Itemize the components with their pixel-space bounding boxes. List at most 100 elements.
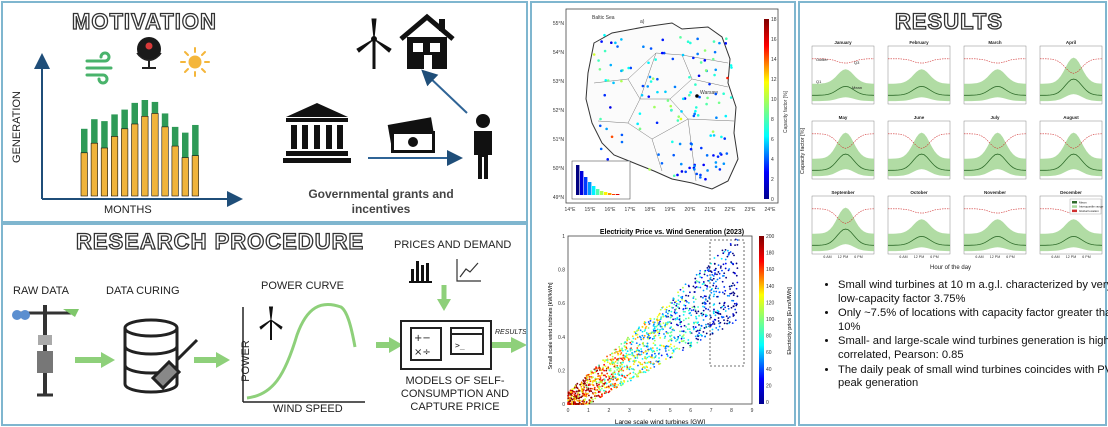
scatter-point bbox=[702, 289, 705, 292]
scatter-point bbox=[634, 338, 637, 340]
grants-label: Governmental grants and incentives bbox=[308, 187, 454, 216]
scatter-point bbox=[616, 386, 618, 389]
scatter-point bbox=[661, 328, 664, 331]
scatter-point bbox=[575, 386, 578, 389]
scatter-point bbox=[698, 281, 701, 284]
scatter-point bbox=[598, 367, 600, 370]
scatter-point bbox=[637, 327, 640, 330]
scatter-point bbox=[577, 392, 580, 394]
scatter-point bbox=[589, 401, 592, 404]
scatter-point bbox=[669, 335, 672, 338]
wind-icon bbox=[85, 51, 113, 85]
month-title: December bbox=[1060, 190, 1082, 195]
map-dot bbox=[681, 53, 685, 57]
scatter-point bbox=[682, 308, 685, 311]
scatter-point bbox=[633, 368, 636, 371]
scatter-point bbox=[591, 376, 593, 379]
scatter-point bbox=[664, 323, 667, 326]
scatter-point bbox=[710, 262, 712, 265]
map-lon-tick: 20°E bbox=[685, 207, 697, 213]
month-title: July bbox=[990, 115, 1000, 120]
map-dot bbox=[661, 38, 665, 42]
map-dot bbox=[699, 173, 702, 177]
scatter-point bbox=[695, 273, 698, 276]
scatter-point bbox=[601, 395, 603, 397]
scatter-point bbox=[711, 332, 714, 335]
scatter-y-tick: 0.2 bbox=[558, 368, 565, 374]
map-dot bbox=[638, 127, 642, 131]
scatter-point bbox=[610, 377, 613, 380]
scatter-point bbox=[667, 345, 670, 348]
map-dot bbox=[688, 75, 691, 79]
map-dot bbox=[705, 154, 709, 157]
scatter-point bbox=[684, 283, 687, 286]
scatter-point bbox=[644, 371, 647, 374]
scatter-point bbox=[657, 353, 660, 355]
scatter-point bbox=[700, 295, 702, 298]
map-dot bbox=[693, 168, 696, 171]
scatter-point bbox=[658, 312, 661, 315]
scatter-point bbox=[732, 305, 735, 308]
map-dot bbox=[638, 112, 642, 115]
scatter-point bbox=[594, 380, 597, 382]
scatter-point bbox=[653, 335, 655, 338]
results-arrow-label: RESULTS bbox=[495, 329, 527, 336]
scatter-point bbox=[665, 358, 667, 360]
bar-wind bbox=[141, 100, 149, 117]
scatter-point bbox=[614, 376, 617, 379]
map-dot bbox=[705, 102, 708, 106]
scatter-point bbox=[721, 280, 724, 283]
scatter-point bbox=[713, 308, 715, 311]
map-dot bbox=[709, 134, 712, 137]
scatter-point bbox=[688, 285, 690, 288]
scatter-point bbox=[606, 355, 608, 358]
map-dot bbox=[649, 80, 653, 83]
scatter-point bbox=[605, 375, 608, 378]
scatter-point bbox=[607, 379, 609, 381]
scatter-point bbox=[658, 357, 660, 359]
scatter-point bbox=[679, 330, 681, 333]
scatter-point bbox=[599, 377, 602, 379]
scatter-point bbox=[660, 344, 663, 347]
sun-icon bbox=[180, 47, 210, 77]
scatter-point bbox=[620, 361, 623, 364]
scatter-point bbox=[595, 383, 598, 385]
scatter-point bbox=[587, 373, 590, 376]
scatter-point bbox=[658, 330, 661, 333]
scatter-point bbox=[573, 398, 576, 401]
results-title: RESULTS bbox=[894, 8, 1004, 34]
scatter-point bbox=[666, 353, 668, 356]
scatter-point bbox=[697, 306, 699, 308]
scatter-point bbox=[629, 341, 632, 344]
scatter-point bbox=[574, 392, 577, 395]
scatter-point bbox=[717, 310, 720, 313]
scatter-point bbox=[604, 359, 607, 362]
scatter-point bbox=[730, 292, 733, 295]
power-curve-chart bbox=[242, 302, 365, 403]
generation-label: GENERATION bbox=[10, 91, 23, 163]
scatter-point bbox=[707, 268, 710, 271]
scatter-point bbox=[707, 323, 709, 325]
map-dot bbox=[697, 74, 701, 78]
scatter-point bbox=[644, 362, 647, 365]
database-icon bbox=[123, 318, 199, 394]
scatter-point bbox=[710, 323, 713, 326]
scatter-point bbox=[635, 359, 637, 362]
map-dot bbox=[640, 93, 644, 97]
scatter-point bbox=[702, 309, 705, 312]
data-curing-label: DATA CURING bbox=[106, 285, 180, 297]
scatter-point bbox=[644, 329, 647, 331]
scatter-point bbox=[645, 357, 648, 360]
scatter-point bbox=[626, 366, 629, 368]
scatter-cbar-tick: 0 bbox=[766, 400, 769, 406]
map-dot bbox=[716, 155, 720, 158]
map-dot bbox=[711, 130, 715, 133]
scatter-point bbox=[703, 301, 706, 304]
month-subplot: April bbox=[1039, 40, 1103, 105]
map-cbar-tick: 6 bbox=[771, 137, 774, 143]
scatter-point bbox=[640, 348, 643, 350]
scatter-point bbox=[711, 273, 714, 276]
scatter-point bbox=[649, 317, 652, 320]
scatter-point bbox=[587, 388, 590, 391]
